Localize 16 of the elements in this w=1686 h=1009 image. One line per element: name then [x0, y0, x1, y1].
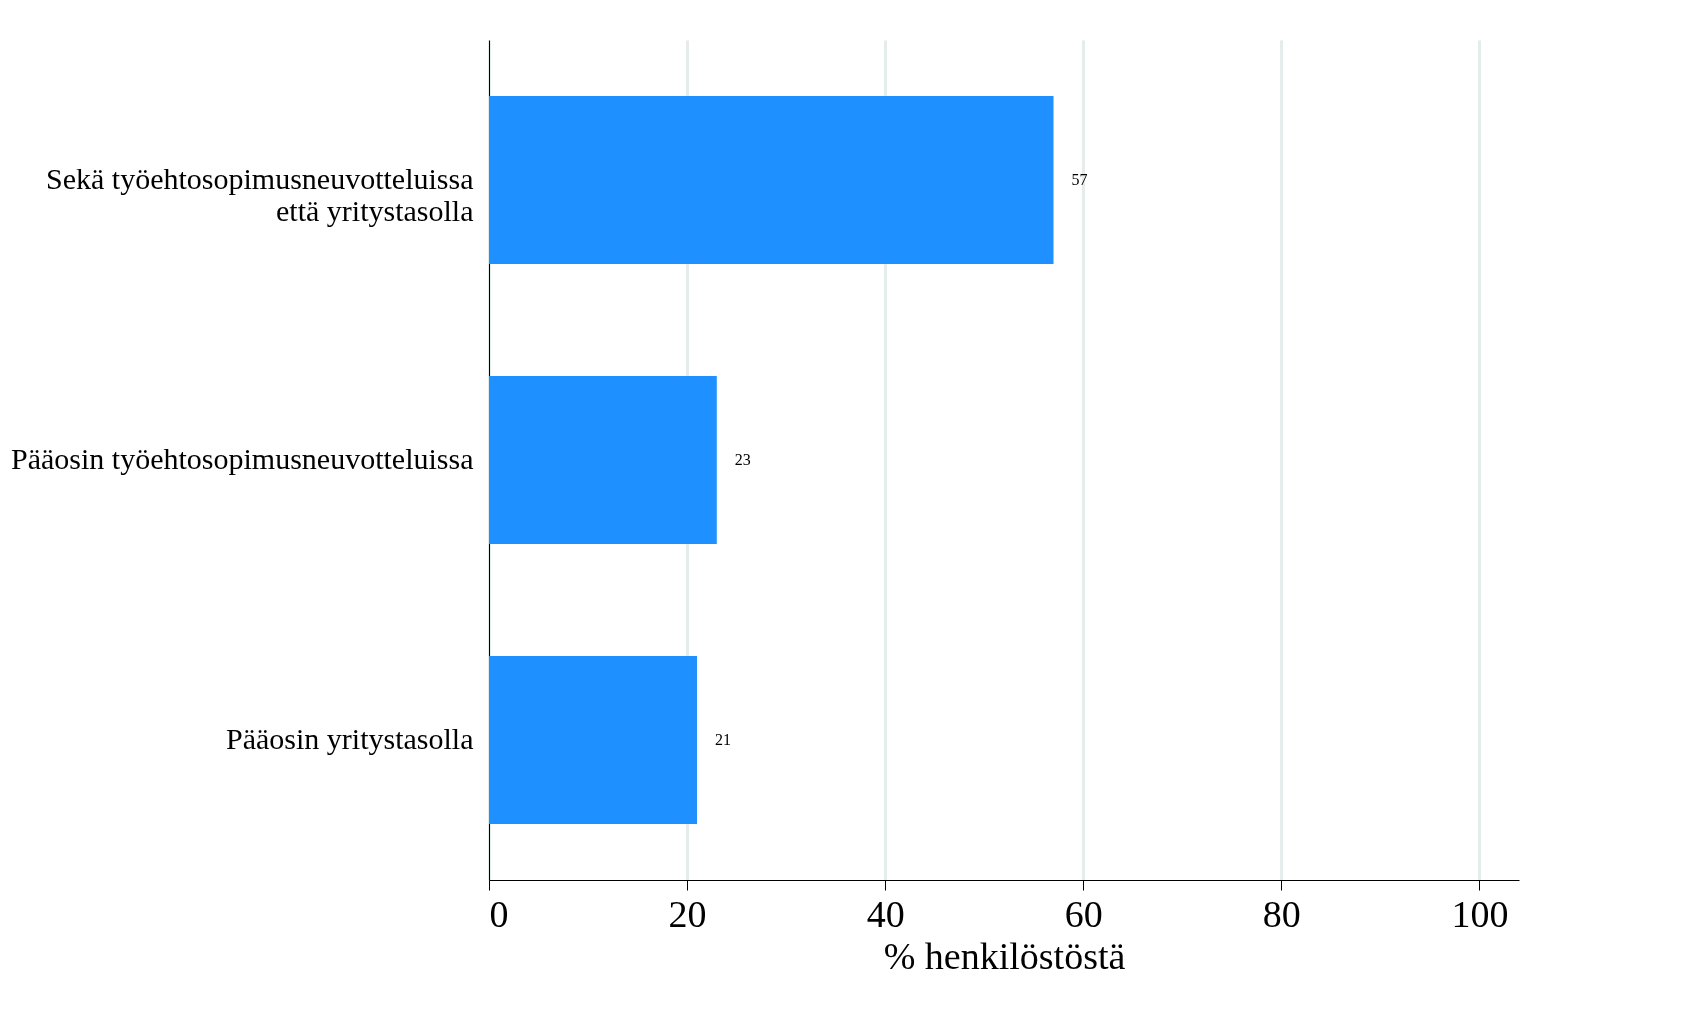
y-tick-label: Pääosin työehtosopimusneuvotteluissa [11, 442, 474, 475]
bar [489, 376, 717, 544]
bar [489, 656, 697, 824]
x-tick-label: 60 [1064, 892, 1103, 935]
y-tick-label: Sekä työehtosopimusneuvotteluissa että yritystasolla [46, 162, 474, 227]
x-tick-label: 40 [866, 892, 905, 935]
x-axis-title: % henkilöstöstä [883, 934, 1126, 977]
bar [489, 96, 1054, 264]
x-tick-label: 0 [489, 892, 509, 935]
x-tick-label: 20 [668, 892, 707, 935]
x-tick-label: 100 [1451, 892, 1509, 935]
x-tick-label: 80 [1262, 892, 1301, 935]
data-label: 21 [714, 731, 731, 748]
data-label: 23 [734, 451, 751, 468]
y-tick-label: Pääosin yritystasolla [226, 722, 474, 755]
data-label: 57 [1071, 171, 1088, 188]
